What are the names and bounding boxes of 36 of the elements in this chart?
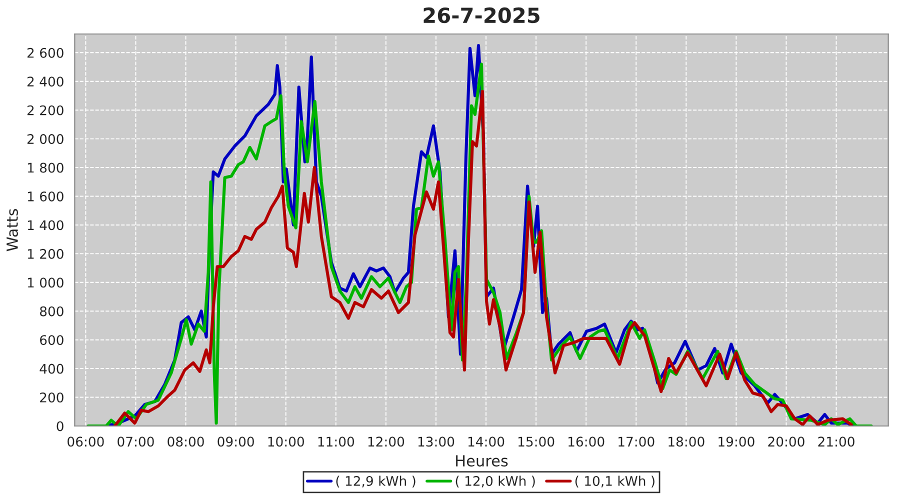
y-tick-label: 2 600 (27, 48, 64, 58)
x-tick-label: 10:00 (268, 436, 304, 447)
x-tick-label: 12:00 (368, 436, 404, 447)
x-axis-title: Heures (456, 455, 508, 467)
x-tick-label: 13:00 (418, 436, 454, 447)
x-tick-label: 21:00 (818, 436, 854, 447)
legend-label: ( 12,9 kWh ) (336, 476, 416, 488)
y-tick-label: 1 200 (28, 248, 64, 259)
y-tick-label: 800 (40, 306, 64, 316)
x-tick-label: 19:00 (718, 436, 754, 447)
y-tick-label: 1 000 (28, 278, 64, 288)
x-tick-label: 08:00 (168, 436, 204, 447)
y-axis-title: Watts (6, 209, 18, 252)
y-tick-label: 600 (40, 335, 64, 346)
y-tick-label: 0 (56, 421, 64, 432)
y-tick-label: 2 400 (27, 76, 64, 87)
y-tick-label: 1 800 (28, 162, 64, 173)
x-tick-label: 20:00 (768, 436, 804, 447)
y-tick-label: 200 (40, 392, 64, 402)
x-tick-label: 17:00 (618, 436, 654, 447)
x-tick-label: 11:00 (318, 436, 354, 447)
y-tick-label: 1 600 (28, 191, 64, 202)
y-tick-label: 2 200 (27, 105, 64, 116)
y-tick-label: 2 000 (27, 134, 64, 144)
x-tick-label: 14:00 (468, 436, 504, 447)
y-tick-label: 1 400 (28, 220, 64, 230)
chart-title: 26-7-2025 (424, 7, 540, 24)
x-tick-label: 16:00 (568, 436, 604, 447)
y-tick-label: 400 (40, 364, 64, 374)
x-tick-label: 15:00 (518, 436, 554, 447)
legend-label: ( 12,0 kWh ) (456, 476, 535, 488)
x-tick-label: 18:00 (668, 436, 704, 447)
x-tick-label: 06:00 (68, 436, 104, 447)
x-tick-label: 09:00 (218, 436, 254, 447)
legend-label: ( 10,1 kWh ) (575, 476, 654, 488)
x-tick-label: 07:00 (118, 436, 154, 447)
